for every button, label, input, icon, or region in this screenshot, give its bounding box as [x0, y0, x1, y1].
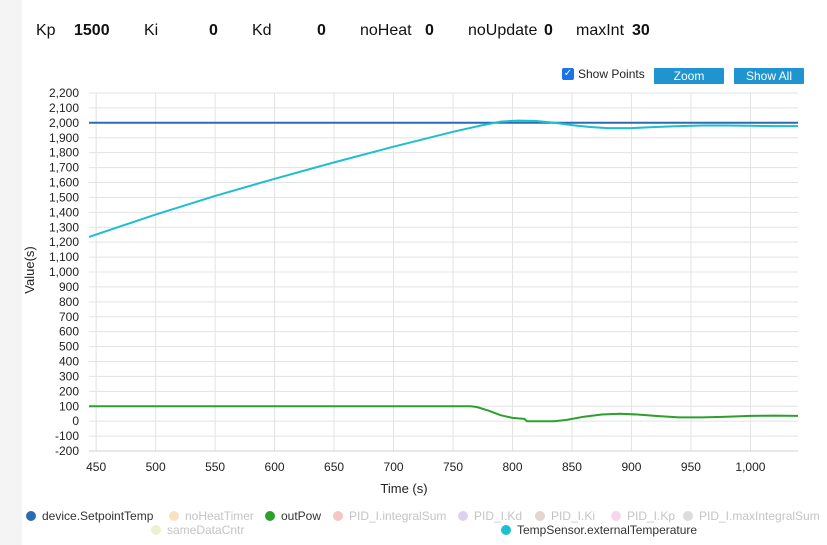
param-maxint-label: maxInt	[576, 22, 625, 39]
line-chart[interactable]: -200-10001002003004005006007008009001,00…	[0, 0, 827, 500]
legend-item-samedatacntr[interactable]: sameDataCntr	[151, 523, 244, 537]
x-tick-label: 500	[146, 460, 166, 474]
legend-item-pid-i-kp[interactable]: PID_I.Kp	[611, 509, 675, 523]
y-tick-label: 700	[59, 310, 79, 324]
param-kd-value: 0	[317, 22, 326, 39]
y-tick-label: 2,000	[49, 116, 79, 130]
legend-label: PID_I.Kd	[474, 509, 523, 523]
legend-dot-icon	[26, 511, 36, 521]
param-ki-value: 0	[209, 22, 218, 39]
legend-dot-icon	[611, 511, 621, 521]
y-tick-label: 1,200	[49, 235, 79, 249]
y-tick-label: 0	[72, 414, 79, 428]
legend-dot-icon	[535, 511, 545, 521]
x-tick-label: 750	[443, 460, 463, 474]
legend-item-device-setpointtemp[interactable]: device.SetpointTemp	[26, 509, 153, 523]
show-points-toggle[interactable]: ✓ Show Points	[562, 67, 645, 81]
y-tick-label: 1,600	[49, 176, 79, 190]
x-tick-label: 1,000	[735, 460, 765, 474]
left-gutter	[0, 0, 22, 545]
legend-label: outPow	[281, 509, 322, 523]
y-tick-label: 2,100	[49, 101, 79, 115]
legend-dot-icon	[151, 525, 161, 535]
checkbox-checked-icon[interactable]: ✓	[562, 68, 574, 80]
legend-dot-icon	[333, 511, 343, 521]
param-noheat-value: 0	[425, 22, 434, 39]
legend-label: sameDataCntr	[167, 523, 245, 537]
legend-label: PID_I.Ki	[551, 509, 596, 523]
zoom-button[interactable]: Zoom	[654, 68, 724, 84]
chart-legend: device.SetpointTemp noHeatTimer outPow PID_…	[26, 509, 826, 541]
y-axis-ticks: -200-10001002003004005006007008009001,00…	[49, 86, 79, 458]
legend-dot-icon	[458, 511, 468, 521]
y-tick-label: 200	[59, 384, 79, 398]
param-kp-label: Kp	[36, 22, 56, 39]
y-tick-label: 1,700	[49, 161, 79, 175]
legend-label: TempSensor.externalTemperature	[517, 523, 698, 537]
y-tick-label: 100	[59, 399, 79, 413]
show-points-label: Show Points	[578, 67, 645, 81]
x-tick-label: 900	[621, 460, 641, 474]
y-tick-label: 1,100	[49, 250, 79, 264]
x-tick-label: 650	[324, 460, 344, 474]
chart-grid	[89, 92, 798, 452]
legend-item-pid-i-ki[interactable]: PID_I.Ki	[535, 509, 595, 523]
x-tick-label: 800	[502, 460, 522, 474]
show-all-button[interactable]: Show All	[734, 68, 804, 84]
x-tick-label: 550	[205, 460, 225, 474]
x-axis-ticks: 450 500 550 600 650 700 750 800 850 900 950 1,000	[86, 460, 766, 474]
param-kd-label: Kd	[252, 22, 272, 39]
legend-item-pid-i-integralsum[interactable]: PID_I.integralSum	[333, 509, 446, 523]
y-tick-label: 2,200	[49, 86, 79, 100]
legend-dot-icon	[683, 511, 693, 521]
y-tick-label: 1,500	[49, 190, 79, 204]
legend-item-pid-i-maxintegralsum[interactable]: PID_I.maxIntegralSum	[683, 509, 820, 523]
y-tick-label: -100	[55, 429, 79, 443]
y-tick-label: 300	[59, 369, 79, 383]
series-line-tempsensor-externaltemperature	[88, 119, 798, 238]
param-kp-value: 1500	[74, 22, 110, 39]
param-noupdate-value: 0	[544, 22, 553, 39]
legend-dot-icon	[169, 511, 179, 521]
legend-label: PID_I.maxIntegralSum	[699, 509, 820, 523]
x-axis-title: Time (s)	[380, 481, 427, 496]
series-line-outpow	[89, 405, 799, 423]
y-tick-label: 900	[59, 280, 79, 294]
param-maxint-value: 30	[632, 22, 650, 39]
x-tick-label: 950	[681, 460, 701, 474]
legend-label: PID_I.integralSum	[349, 509, 447, 523]
legend-dot-icon	[501, 525, 511, 535]
y-tick-label: 400	[59, 355, 79, 369]
param-ki-label: Ki	[144, 22, 159, 39]
y-tick-label: 800	[59, 295, 79, 309]
chart-series	[88, 119, 799, 423]
x-tick-label: 600	[265, 460, 285, 474]
legend-item-pid-i-kd[interactable]: PID_I.Kd	[458, 509, 522, 523]
param-noheat-label: noHeat	[360, 22, 412, 39]
y-tick-label: 500	[59, 340, 79, 354]
y-axis-title: Value(s)	[22, 246, 37, 293]
legend-item-tempsensor-externaltemperature[interactable]: TempSensor.externalTemperature	[501, 523, 697, 537]
y-tick-label: 1,300	[49, 220, 79, 234]
y-tick-label: 600	[59, 325, 79, 339]
param-noupdate-label: noUpdate	[468, 22, 538, 39]
y-tick-label: 1,400	[49, 205, 79, 219]
y-tick-label: 1,800	[49, 146, 79, 160]
legend-dot-icon	[265, 511, 275, 521]
legend-item-outpow[interactable]: outPow	[265, 509, 321, 523]
x-tick-label: 850	[562, 460, 582, 474]
legend-label: noHeatTimer	[185, 509, 254, 523]
legend-item-noheattimer[interactable]: noHeatTimer	[169, 509, 254, 523]
y-tick-label: 1,000	[49, 265, 79, 279]
legend-label: device.SetpointTemp	[42, 509, 154, 523]
x-tick-label: 450	[86, 460, 106, 474]
y-tick-label: -200	[55, 444, 79, 458]
x-tick-label: 700	[384, 460, 404, 474]
y-tick-label: 1,900	[49, 131, 79, 145]
legend-label: PID_I.Kp	[627, 509, 676, 523]
